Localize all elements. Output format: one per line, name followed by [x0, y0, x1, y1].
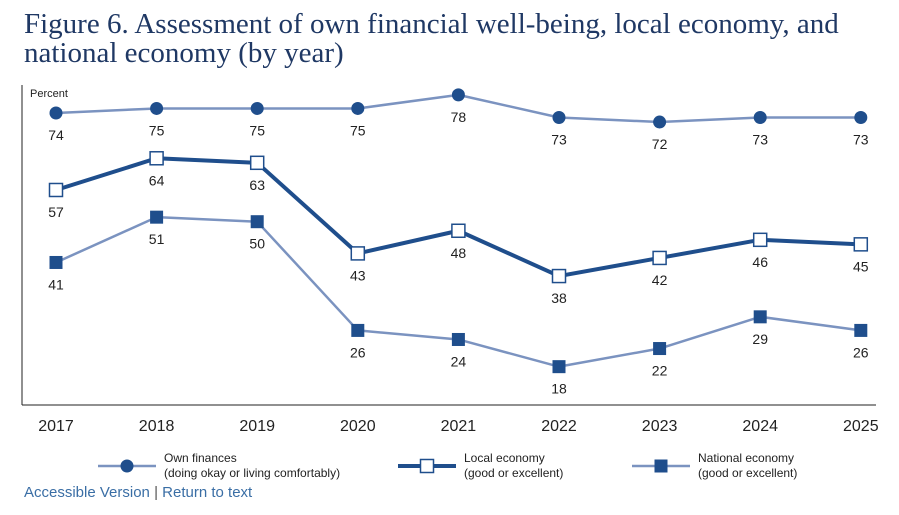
data-label: 41 [48, 276, 64, 292]
data-label: 26 [853, 344, 869, 360]
data-point [552, 360, 566, 374]
footer-links: Accessible Version | Return to text [24, 484, 252, 501]
legend-marker [654, 459, 668, 473]
series-local-economy: 57 64 63 43 48 38 42 46 45 [48, 151, 869, 306]
data-point [551, 268, 567, 284]
data-point [652, 250, 667, 266]
data-label: 38 [551, 290, 567, 306]
data-label: 73 [551, 132, 567, 148]
legend-label: National economy [698, 451, 794, 465]
data-label: 29 [752, 331, 768, 347]
legend-marker [120, 459, 134, 473]
y-axis-label: Percent [30, 88, 68, 100]
return-to-text-link[interactable]: Return to text [162, 484, 253, 501]
data-label: 73 [853, 132, 869, 148]
x-tick-label: 2021 [441, 418, 477, 435]
data-label: 22 [652, 363, 668, 379]
data-label: 63 [249, 177, 265, 193]
data-point [49, 106, 63, 120]
data-label: 64 [149, 172, 165, 188]
data-label: 75 [350, 122, 366, 138]
chart-title: Figure 6. Assessment of own financial we… [24, 8, 839, 69]
data-point [150, 101, 164, 115]
x-tick-label: 2024 [742, 418, 778, 435]
data-label: 75 [149, 122, 165, 138]
data-point [653, 342, 667, 356]
data-label: 74 [48, 127, 64, 143]
data-label: 78 [451, 109, 467, 125]
data-point [854, 111, 868, 125]
data-label: 26 [350, 344, 366, 360]
data-point [854, 323, 868, 337]
x-tick-label: 2017 [38, 418, 74, 435]
data-point [48, 182, 64, 198]
data-point [451, 88, 465, 102]
data-point [149, 151, 164, 166]
data-point [653, 115, 667, 129]
data-label: 50 [249, 236, 265, 252]
legend-label: Own finances [164, 451, 237, 465]
data-point [552, 111, 566, 125]
data-label: 75 [249, 122, 265, 138]
data-label: 43 [350, 267, 366, 283]
link-separator: | [154, 484, 158, 501]
data-point [451, 223, 466, 239]
data-label: 24 [451, 353, 467, 369]
data-point [853, 237, 869, 252]
data-point [250, 215, 264, 229]
x-tick-label: 2025 [843, 418, 879, 435]
data-point [753, 111, 767, 125]
data-label: 48 [451, 245, 467, 261]
data-label: 72 [652, 136, 668, 152]
x-tick-label: 2020 [340, 418, 376, 435]
data-point [250, 101, 264, 115]
legend-item: Own finances(doing okay or living comfor… [98, 451, 340, 480]
legend-item: Local economy(good or excellent) [398, 451, 563, 480]
data-label: 42 [652, 272, 668, 288]
data-point [451, 332, 465, 346]
x-tick-label: 2022 [541, 418, 577, 435]
data-point [351, 323, 365, 337]
data-point [753, 310, 767, 324]
data-label: 73 [752, 132, 768, 148]
data-point [752, 232, 768, 248]
accessible-version-link[interactable]: Accessible Version [24, 484, 150, 501]
data-label: 45 [853, 258, 869, 274]
data-point [49, 255, 63, 269]
data-point [351, 101, 365, 115]
series-own-finances: 74 75 75 75 78 73 72 73 73 [48, 88, 869, 152]
x-tick-label: 2023 [642, 418, 678, 435]
legend-sublabel: (doing okay or living comfortably) [164, 466, 340, 480]
data-point [150, 210, 164, 224]
data-label: 18 [551, 381, 567, 397]
series-national-economy: 41 51 50 26 24 18 22 29 26 [48, 210, 869, 397]
x-tick-label: 2018 [139, 418, 175, 435]
legend-label: Local economy [464, 451, 545, 465]
data-label: 57 [48, 204, 64, 220]
legend-item: National economy(good or excellent) [632, 451, 797, 480]
legend-marker [419, 458, 435, 474]
x-tick-label: 2019 [239, 418, 275, 435]
legend-sublabel: (good or excellent) [464, 466, 563, 480]
data-point [249, 155, 265, 171]
data-point [350, 246, 366, 261]
data-label: 46 [752, 254, 768, 270]
legend-sublabel: (good or excellent) [698, 466, 797, 480]
data-label: 51 [149, 231, 165, 247]
